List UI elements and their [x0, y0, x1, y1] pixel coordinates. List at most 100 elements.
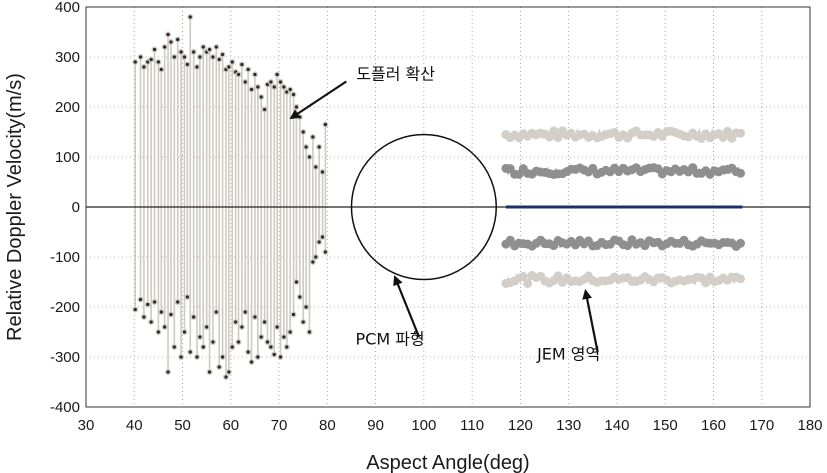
spread-dot — [172, 345, 176, 349]
x-tick-label: 90 — [367, 417, 384, 434]
spread-dot — [176, 37, 180, 42]
x-tick-label: 170 — [749, 417, 774, 434]
spread-dot — [317, 145, 321, 149]
spread-dot — [288, 87, 292, 92]
spread-dot — [172, 55, 176, 59]
spread-dot — [152, 300, 157, 304]
spread-dot — [220, 355, 225, 359]
spread-dot — [246, 350, 250, 354]
spread-dot — [205, 325, 209, 329]
spread-dot — [133, 307, 137, 312]
x-tick-label: 40 — [126, 417, 143, 434]
x-tick-label: 110 — [460, 417, 484, 434]
spread-dot — [211, 55, 215, 59]
spread-dot — [278, 80, 283, 84]
spread-dot — [272, 85, 276, 89]
jem-point — [523, 278, 533, 288]
spread-dot — [192, 315, 196, 319]
x-tick-label: 150 — [653, 417, 678, 434]
y-tick-label: -400 — [50, 399, 80, 416]
spread-dot — [262, 107, 267, 112]
jem-point — [722, 126, 732, 136]
spread-dot — [195, 355, 199, 359]
y-tick-label: 200 — [55, 99, 80, 116]
spread-dot — [227, 370, 231, 374]
spread-dot — [294, 105, 299, 109]
spread-dot — [285, 345, 289, 349]
spread-dot — [298, 295, 302, 299]
annotation-label: JEM 영역 — [536, 345, 600, 364]
spread-dot — [195, 65, 199, 69]
spread-dot — [294, 280, 299, 284]
spread-dot — [207, 370, 212, 374]
jem-point — [688, 163, 698, 173]
y-tick-label: -100 — [50, 249, 80, 266]
spread-dot — [163, 45, 167, 49]
y-tick-label: -200 — [50, 299, 80, 316]
plot-frame — [85, 6, 811, 408]
annotation-label: PCM 파형 — [356, 330, 425, 349]
spread-dot — [265, 340, 270, 344]
spread-dot — [188, 15, 192, 19]
spread-dot — [243, 310, 247, 314]
spread-dot — [166, 370, 170, 374]
annotation-arrow — [582, 289, 599, 353]
jem-point — [735, 128, 745, 138]
jem-point — [718, 132, 728, 142]
spread-dot — [259, 95, 263, 99]
y-tick-label: 300 — [55, 49, 80, 66]
spread-dot — [224, 375, 228, 379]
spread-dot — [323, 122, 328, 127]
spread-dot — [282, 335, 286, 339]
spread-dot — [169, 40, 173, 44]
spread-dot — [138, 55, 143, 59]
spread-dot — [230, 60, 234, 64]
spread-dot — [304, 305, 308, 309]
spread-dot — [179, 355, 183, 359]
spread-dot — [214, 310, 218, 314]
annotation-label: 도플러 확산 — [356, 65, 435, 84]
spread-dot — [249, 360, 254, 364]
spread-dot — [253, 72, 257, 77]
spread-dot — [146, 302, 150, 307]
spread-dot — [201, 345, 205, 349]
spread-dot — [253, 315, 257, 319]
spread-dot — [282, 85, 286, 89]
spread-dot — [152, 47, 157, 52]
spread-dot — [179, 50, 183, 54]
x-tick-label: 80 — [319, 417, 336, 434]
spread-dot — [138, 297, 143, 302]
spread-dot — [159, 310, 163, 314]
spread-dot — [163, 325, 167, 329]
x-tick-label: 120 — [508, 417, 533, 434]
spread-dot — [146, 60, 150, 64]
spread-dot — [159, 67, 163, 72]
spread-dot — [259, 335, 263, 339]
spread-dot — [314, 165, 318, 169]
spread-dot — [220, 52, 225, 57]
x-tick-label: 160 — [701, 417, 726, 434]
spread-dot — [227, 65, 231, 69]
spread-dot — [192, 50, 196, 54]
spread-dot — [323, 250, 328, 254]
spread-dot — [269, 345, 273, 349]
jem-point — [735, 238, 745, 248]
spread-dot — [320, 170, 325, 174]
x-tick-label: 60 — [222, 417, 239, 434]
jem-point — [553, 133, 563, 143]
spread-dot — [317, 240, 321, 244]
y-tick-label: 100 — [55, 149, 80, 166]
spread-dot — [182, 55, 187, 59]
spread-dot — [217, 365, 221, 369]
pcm-circle — [350, 133, 498, 281]
spread-dot — [291, 312, 296, 317]
spread-dot — [234, 320, 238, 324]
y-tick-label: 0 — [72, 199, 80, 216]
spread-dot — [262, 320, 267, 324]
spread-dot — [236, 340, 241, 344]
spread-dot — [240, 62, 244, 67]
spread-dot — [256, 355, 260, 359]
x-tick-label: 180 — [797, 417, 822, 434]
spread-dot — [285, 90, 289, 94]
